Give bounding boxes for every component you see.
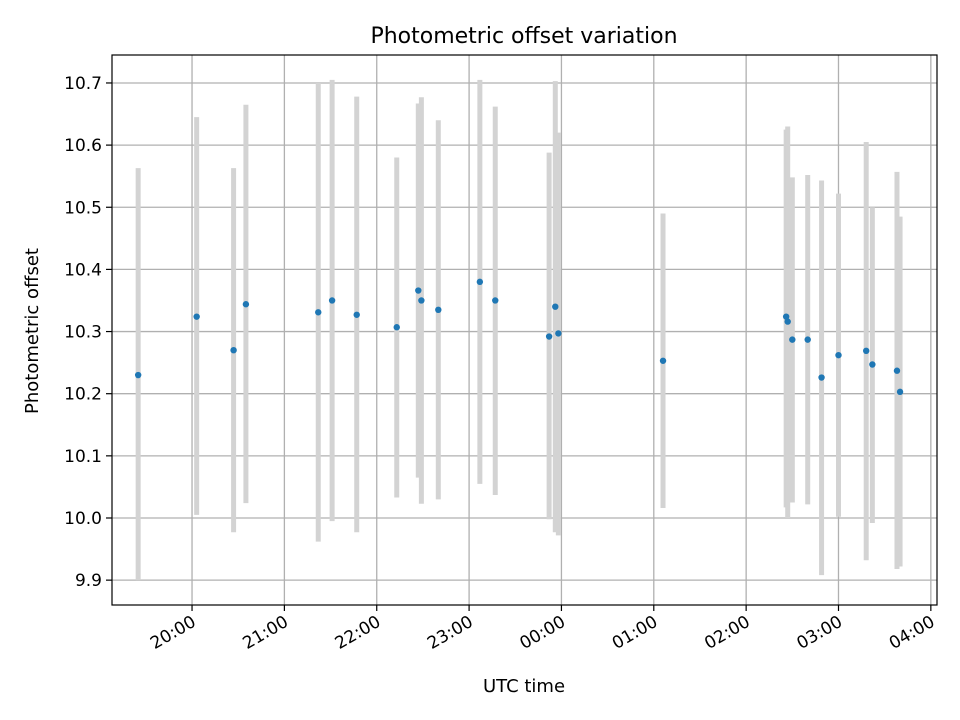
- data-point: [393, 324, 400, 331]
- data-point: [896, 388, 904, 396]
- data-point: [353, 311, 360, 318]
- grid-lines: [112, 55, 937, 605]
- data-point: [869, 361, 876, 368]
- data-point: [435, 306, 442, 314]
- data-point: [193, 313, 200, 320]
- data-point: [418, 297, 425, 304]
- y-tick-label: 10.1: [64, 447, 102, 467]
- data-point: [134, 371, 142, 379]
- chart-title: Photometric offset variation: [370, 24, 677, 49]
- data-point: [784, 318, 791, 325]
- data-point: [555, 330, 562, 337]
- data-point: [328, 297, 336, 304]
- y-tick-label: 10.5: [64, 198, 102, 218]
- y-tick-label: 9.9: [75, 571, 102, 591]
- y-tick-label: 10.7: [64, 74, 102, 94]
- data-point: [818, 374, 825, 381]
- data-point: [659, 357, 667, 364]
- data-point: [242, 301, 250, 308]
- y-axis-ticks: 9.9 10.0 10.1 10.2 10.3 10.4 10.5 10.6 10.7: [64, 74, 112, 591]
- y-tick-label: 10.4: [64, 260, 102, 280]
- data-point: [415, 287, 422, 294]
- data-point: [804, 336, 811, 343]
- data-point: [476, 278, 484, 286]
- y-axis-label: Photometric offset: [22, 248, 43, 414]
- data-point: [545, 333, 553, 340]
- data-point: [230, 346, 237, 354]
- x-axis-label: UTC time: [483, 676, 565, 697]
- y-tick-label: 10.0: [64, 509, 102, 529]
- plot-area-frame: [111, 54, 938, 606]
- data-point: [862, 347, 870, 355]
- data-points: [134, 278, 904, 396]
- y-tick-label: 10.3: [64, 323, 102, 343]
- data-point: [789, 336, 796, 343]
- y-tick-label: 10.6: [64, 136, 102, 156]
- data-point: [893, 367, 901, 374]
- data-point: [782, 313, 790, 320]
- data-point: [492, 297, 499, 304]
- data-point: [552, 303, 559, 310]
- y-tick-label: 10.2: [64, 385, 102, 405]
- data-point: [315, 309, 322, 316]
- data-point: [835, 351, 842, 359]
